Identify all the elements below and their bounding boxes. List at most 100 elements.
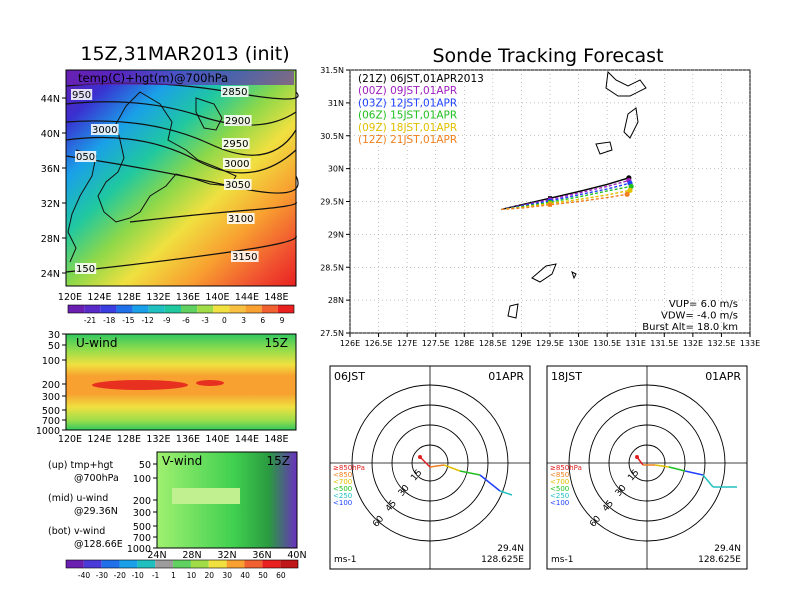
height-contour-2950 (65, 120, 297, 156)
pressure-legend-entry: <700 (550, 478, 569, 486)
contour-label-bg (223, 158, 251, 169)
island-1 (623, 107, 639, 139)
contour-label-bg (75, 151, 97, 162)
temp-colorbar-cell (197, 305, 214, 313)
x-tick-label: 126.5E (365, 339, 393, 348)
legend-entry: (03Z) 12JST,01APR (358, 97, 457, 109)
x-tick-label: 128.5E (479, 339, 507, 348)
island-2 (595, 141, 613, 155)
u-wind-p-tick-label: 100 (42, 356, 60, 367)
pressure-legend-entry: <850 (550, 471, 569, 479)
contour-label: 2900 (225, 116, 250, 127)
temp-colorbar-cell (181, 305, 198, 313)
polar-track-segment (499, 490, 513, 496)
note-heading: (up) tmp+hgt (48, 460, 114, 471)
polar-date: 01APR (705, 370, 741, 383)
pressure-legend-entry: <100 (550, 499, 569, 507)
map-lon-tick-label: 124E (87, 292, 111, 303)
contour-label: 3000 (92, 125, 117, 136)
wind-colorbar-tick: -1 (152, 571, 160, 580)
temp-colorbar-tick: 6 (260, 316, 265, 325)
island-3 (571, 271, 577, 280)
panel-notes: (up) tmp+hgt @700hPa (mid) u-wind @29.36N (b… (48, 460, 123, 550)
contour-label-bg (71, 89, 93, 100)
u-wind-lon-tick-label: 132E (146, 434, 170, 445)
u-wind-frame (65, 333, 297, 431)
map-lat-ticks: 44N 40N 36N 32N 28N 24N (41, 94, 66, 280)
track-marker (548, 202, 552, 207)
wind-colorbar-cell (173, 560, 191, 568)
pressure-legend-entry: <250 (550, 492, 569, 500)
temp-colorbar-tick: -18 (103, 316, 115, 325)
map-lat-tick-label: 28N (41, 234, 60, 245)
contour-label-bg (224, 115, 252, 126)
contour-label-bg (91, 124, 119, 135)
u-wind-lon-tick-label: 144E (235, 434, 259, 445)
y-tick-label: 30.5N (320, 132, 344, 141)
x-tick-label: 132E (683, 339, 703, 348)
contour-label-bg (221, 86, 249, 97)
map-lon-tick-label: 132E (146, 292, 170, 303)
polar-track-segment (443, 464, 461, 472)
temp-colorbar-cell (213, 305, 230, 313)
polar-date: 01APR (488, 370, 524, 383)
temp-colorbar-cell (164, 305, 181, 313)
y-tick-label: 31.5N (320, 66, 344, 75)
temp-colorbar-tick: -3 (201, 316, 209, 325)
temp-colorbar-cell (261, 305, 278, 313)
u-wind-time: 15Z (265, 336, 289, 350)
polar-track-start (635, 455, 639, 459)
y-tick-label: 28N (328, 296, 344, 305)
map-lon-tick-label: 120E (58, 292, 82, 303)
u-wind-p-tick-label: 50 (48, 341, 60, 352)
x-tick-label: 130E (568, 339, 588, 348)
polar-track-segment (684, 470, 704, 476)
legend-entry: (09Z) 18JST,01APR (358, 122, 457, 134)
u-wind-p-tick-label: 200 (42, 380, 60, 391)
wind-colorbar-cell (280, 560, 298, 568)
wind-colorbar-cell (190, 560, 209, 568)
map-lat-tick-label: 32N (41, 199, 60, 210)
map-lat-tick-label: 44N (41, 94, 60, 105)
temperature-height-map: temp(C)+hgt(m)@700hPa 2850 2900 2950 3000 30… (41, 69, 299, 303)
contour-label-bg (222, 138, 250, 149)
temp-colorbar-cell (277, 305, 294, 313)
u-wind-lon-tick-label: 128E (117, 434, 141, 445)
parameter-line: VDW= -4.0 m/s (661, 311, 738, 322)
map-lon-tick-label: 140E (205, 292, 229, 303)
wind-colorbar-tick: 40 (240, 571, 250, 580)
note-subtext: @700hPa (74, 473, 119, 484)
polar-track-segment (702, 474, 714, 488)
wind-colorbar-tick: -10 (132, 571, 144, 580)
contour-labels: 2850 2900 2950 3000 3050 3100 3150 950 3000 050 15… (71, 86, 259, 275)
coast-kyushu-south (605, 70, 647, 97)
map-lon-tick-label: 144E (235, 292, 259, 303)
wind-colorbar-frame (65, 559, 299, 569)
tracking-plot: 126E 126.5E 127E 127.5E 128E 128.5E 129E 129.5E… (320, 66, 760, 348)
x-tick-label: 131.5E (650, 339, 678, 348)
u-wind-p-tick-label: 30 (48, 330, 60, 341)
polar-unit: ms-1 (551, 555, 573, 565)
wind-colorbar-tick: 60 (276, 571, 286, 580)
height-contour-3000 (65, 136, 297, 174)
wind-colorbar-tick: -20 (114, 571, 126, 580)
pressure-legend-entry: <500 (333, 485, 352, 493)
map-lon-tick-label: 128E (117, 292, 141, 303)
u-wind-lon-tick-label: 136E (176, 434, 200, 445)
pressure-legend-entry: ≥850hPa (333, 464, 365, 472)
temp-colorbar-tick: -12 (141, 316, 153, 325)
temp-colorbar-cell (100, 305, 117, 313)
polar-track-segment (668, 466, 686, 472)
temp-colorbar-cell (245, 305, 262, 313)
temp-colorbar-tick: -15 (122, 316, 134, 325)
map-lon-tick-label: 136E (176, 292, 200, 303)
polar-lat: 29.4N (714, 544, 741, 554)
v-wind-p-tick-label: 1000 (127, 544, 151, 555)
temp-colorbar-tick: -21 (84, 316, 96, 325)
v-wind-lat-tick-label: 36N (252, 550, 271, 561)
parameter-line: Burst Alt= 18.0 km (642, 322, 738, 333)
temp-colorbar-frame (67, 304, 295, 314)
wind-colorbar-cell (155, 560, 174, 568)
pressure-legend-entry: <700 (333, 478, 352, 486)
